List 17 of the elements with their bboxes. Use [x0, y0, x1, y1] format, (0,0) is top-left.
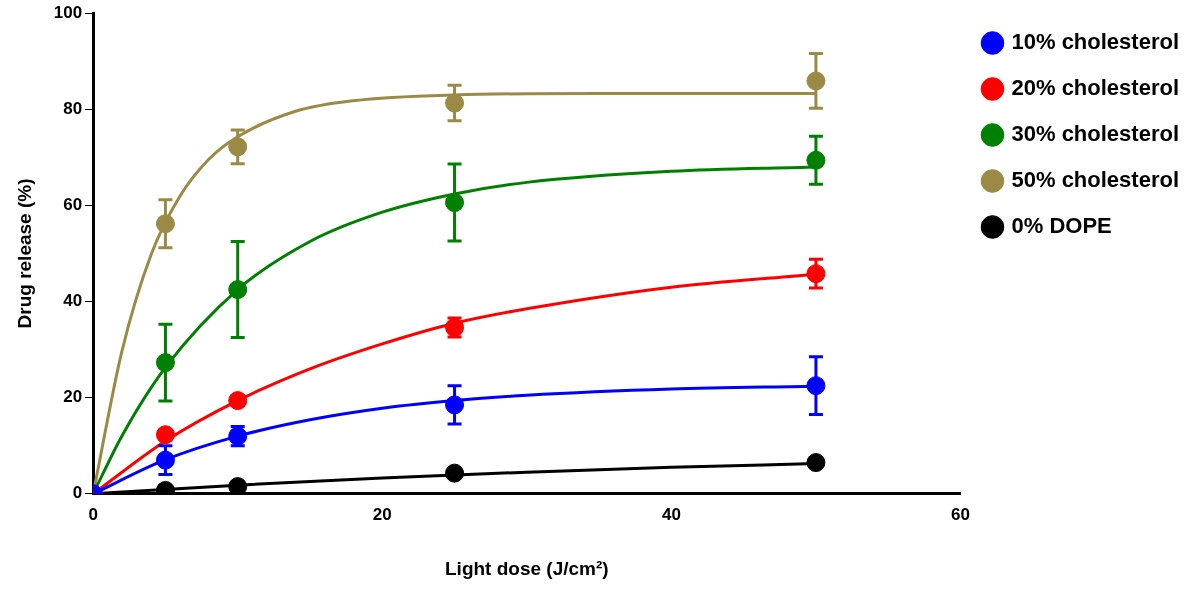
y-tick-label: 0: [72, 483, 83, 503]
legend-label: 0% DOPE: [1011, 213, 1112, 239]
legend-label: 20% cholesterol: [1011, 75, 1179, 101]
y-tick-label: 60: [63, 195, 83, 215]
legend-label: 10% cholesterol: [1011, 29, 1179, 55]
x-tick-label: 20: [372, 504, 392, 524]
x-tick-label: 0: [88, 504, 98, 524]
x-tick-label: 40: [661, 504, 681, 524]
y-tick-label: 40: [63, 291, 83, 311]
y-axis-title: Drug release (%): [13, 178, 35, 329]
y-tick-label: 20: [63, 387, 83, 407]
y-tick-label: 100: [53, 2, 83, 22]
legend-label: 50% cholesterol: [1011, 167, 1179, 193]
x-axis-title: Light dose (J/cm²): [445, 557, 609, 579]
legend-label: 30% cholesterol: [1011, 121, 1179, 147]
y-tick-label: 80: [63, 99, 83, 119]
x-tick-label: 60: [951, 504, 970, 524]
